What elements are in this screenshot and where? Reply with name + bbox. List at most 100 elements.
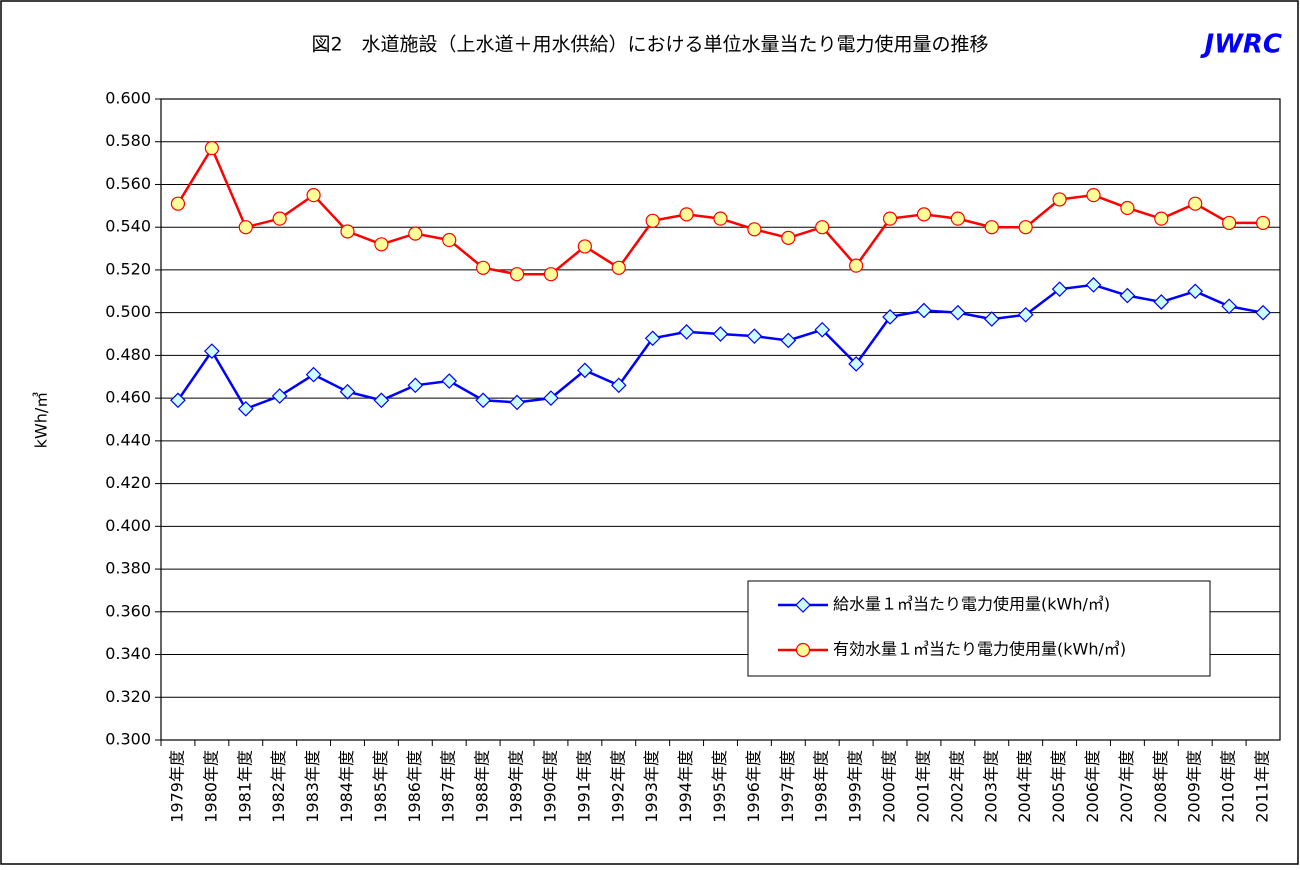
y-tick-label: 0.520 bbox=[105, 259, 151, 278]
data-point bbox=[272, 211, 287, 226]
data-point bbox=[374, 237, 389, 252]
data-point bbox=[1255, 215, 1271, 231]
x-tick-label: 2001年度 bbox=[913, 750, 932, 823]
x-tick-label: 1992年度 bbox=[608, 750, 627, 823]
x-tick-label: 1986年度 bbox=[405, 750, 424, 823]
data-point bbox=[1154, 211, 1169, 226]
data-point bbox=[644, 330, 661, 347]
x-tick-label: 1999年度 bbox=[846, 750, 865, 823]
data-point bbox=[305, 366, 322, 383]
y-tick-label: 0.560 bbox=[105, 174, 151, 193]
x-tick-label: 2004年度 bbox=[1015, 750, 1034, 823]
x-tick-label: 2006年度 bbox=[1083, 750, 1102, 823]
data-point bbox=[237, 400, 254, 417]
data-point bbox=[204, 343, 220, 359]
data-point bbox=[950, 304, 966, 321]
data-point bbox=[170, 196, 186, 211]
data-point bbox=[1188, 196, 1203, 211]
plot-area bbox=[160, 98, 1281, 741]
legend-box bbox=[747, 580, 1211, 677]
x-tick-label: 2000年度 bbox=[880, 750, 899, 823]
x-tick-label: 2011年度 bbox=[1253, 750, 1272, 823]
x-tick-label: 2002年度 bbox=[947, 750, 966, 823]
x-tick-label: 1985年度 bbox=[371, 750, 390, 823]
data-point bbox=[1085, 277, 1102, 293]
data-point bbox=[679, 207, 694, 222]
x-tick-label: 1991年度 bbox=[574, 750, 593, 823]
x-tick-label: 1987年度 bbox=[439, 750, 458, 823]
data-point bbox=[1153, 294, 1170, 310]
data-point bbox=[476, 260, 491, 275]
data-point bbox=[1120, 200, 1135, 216]
data-point bbox=[882, 211, 898, 226]
x-tick-label: 1998年度 bbox=[812, 750, 831, 823]
data-point bbox=[1086, 188, 1101, 203]
x-tick-label: 2005年度 bbox=[1049, 750, 1068, 823]
data-point bbox=[271, 388, 288, 404]
data-point bbox=[509, 394, 525, 411]
data-point bbox=[747, 222, 762, 237]
x-tick-label: 2007年度 bbox=[1117, 750, 1136, 823]
data-point bbox=[543, 390, 559, 406]
x-tick-label: 1995年度 bbox=[710, 750, 729, 823]
data-point bbox=[678, 324, 695, 340]
legend-marker bbox=[795, 642, 811, 658]
x-tick-label: 1979年度 bbox=[167, 750, 186, 823]
data-point bbox=[983, 311, 1000, 327]
data-point bbox=[509, 267, 525, 282]
data-point bbox=[408, 226, 423, 241]
data-point bbox=[340, 224, 355, 239]
data-point bbox=[442, 232, 457, 248]
data-point bbox=[1051, 281, 1068, 298]
data-point bbox=[645, 213, 660, 228]
data-point bbox=[916, 302, 932, 319]
data-point bbox=[780, 332, 797, 349]
y-tick-label: 0.600 bbox=[105, 89, 151, 108]
y-tick-label: 0.540 bbox=[105, 217, 151, 236]
data-point bbox=[814, 321, 831, 338]
data-point bbox=[1187, 283, 1204, 300]
data-point bbox=[984, 220, 999, 235]
data-point bbox=[781, 230, 796, 245]
x-tick-label: 1996年度 bbox=[744, 750, 763, 823]
data-point bbox=[577, 362, 593, 379]
data-point bbox=[1052, 192, 1067, 207]
data-point bbox=[577, 239, 592, 254]
x-tick-label: 1994年度 bbox=[676, 750, 695, 823]
logo: JWRC bbox=[1200, 30, 1282, 60]
data-point bbox=[339, 383, 356, 400]
data-point bbox=[204, 141, 219, 156]
y-tick-label: 0.420 bbox=[105, 473, 151, 492]
data-point bbox=[849, 258, 864, 273]
x-tick-label: 2010年度 bbox=[1219, 750, 1238, 823]
x-tick-label: 2009年度 bbox=[1185, 750, 1204, 823]
x-tick-label: 1982年度 bbox=[269, 750, 288, 823]
data-point bbox=[712, 326, 729, 342]
x-tick-label: 1988年度 bbox=[473, 750, 492, 823]
data-point bbox=[1221, 298, 1237, 315]
data-point bbox=[170, 392, 186, 409]
x-tick-label: 1997年度 bbox=[778, 750, 797, 823]
y-tick-label: 0.320 bbox=[105, 687, 151, 706]
y-axis-label: kWh/㎥ bbox=[32, 392, 51, 449]
data-point bbox=[1119, 287, 1136, 304]
data-point bbox=[950, 211, 965, 226]
legend-marker bbox=[795, 597, 811, 613]
y-tick-label: 0.300 bbox=[105, 730, 151, 749]
data-point bbox=[610, 377, 627, 394]
data-point bbox=[373, 392, 390, 409]
y-tick-label: 0.460 bbox=[105, 388, 151, 407]
y-tick-label: 0.440 bbox=[105, 430, 151, 449]
legend-label: 給水量１㎥当たり電力使用量(kWh/㎥) bbox=[833, 595, 1110, 614]
data-point bbox=[916, 207, 932, 222]
series-line bbox=[176, 283, 1264, 411]
x-tick-label: 1983年度 bbox=[303, 750, 322, 823]
y-tick-label: 0.500 bbox=[105, 302, 151, 321]
x-tick-label: 1980年度 bbox=[201, 750, 220, 823]
data-point bbox=[441, 373, 458, 389]
data-point bbox=[882, 309, 898, 325]
data-point bbox=[611, 260, 626, 275]
data-point bbox=[815, 220, 830, 235]
y-tick-label: 0.380 bbox=[105, 559, 151, 578]
